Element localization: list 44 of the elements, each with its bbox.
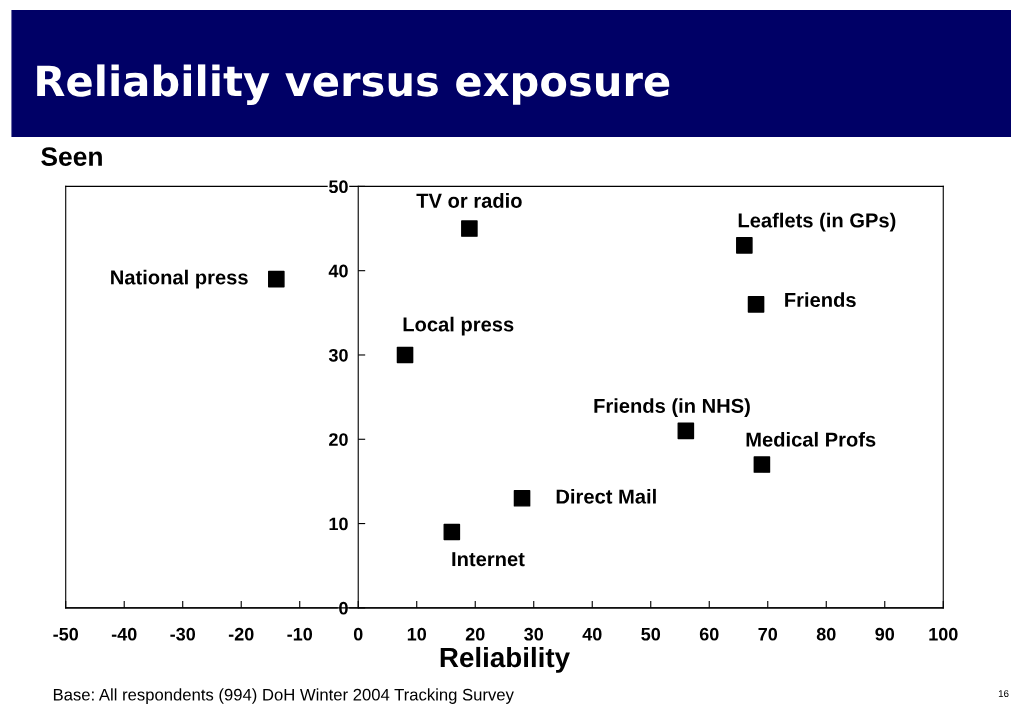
x-tick-label: 40 [582,627,602,641]
x-tick-label: -40 [111,627,137,641]
text: Base: All respondents (994) DoH Winter 2004 Tracking Survey [53,688,514,704]
x-tick-label: 50 [641,627,661,641]
x-tick-label: 10 [407,627,427,641]
point [513,489,531,507]
x-tick-label: -10 [287,627,313,641]
x-tick-label: 100 [929,627,958,641]
x-tick-label: 0 [353,627,363,641]
point [753,456,771,473]
x-tick-label: 90 [875,627,895,641]
x-tick-label: 30 [524,627,544,641]
text: 16 [998,690,1009,698]
point [461,220,478,237]
x-tick-label: 20 [465,627,485,641]
x-axis-title: Reliability [440,646,570,673]
annotation: Friends (in NHS) [594,398,750,417]
y-tick-label: 30 [328,348,348,362]
x-tick-label: 80 [816,627,836,641]
x-tick-label: 60 [699,627,719,641]
x-tick-label: -20 [228,627,254,641]
y-tick-label: 10 [329,517,348,531]
y-tick-label: 40 [328,264,348,278]
annotation: Leaflets (in GPs) [738,212,896,232]
annotation: Internet [452,552,525,567]
point [443,523,461,541]
x-tick-label: -30 [170,627,196,641]
point [396,346,414,364]
point [747,296,765,313]
annotation: Medical Profs [746,431,876,447]
annotation: Friends [785,292,856,308]
y-tick-label: 50 [328,180,348,194]
chart-title: Reliability versus exposure [37,64,670,106]
annotation: Direct Mail [556,488,656,504]
x-tick-label: -50 [53,627,79,641]
x-tick-label: 70 [758,627,778,641]
annotation: National press [111,269,248,289]
point [677,422,695,440]
y-tick-label: 20 [329,433,348,446]
point [736,237,753,254]
point [268,270,285,288]
annotation: TV or radio [416,193,522,208]
annotation: Local press [403,316,514,336]
y-axis-title: Seen [41,147,102,166]
